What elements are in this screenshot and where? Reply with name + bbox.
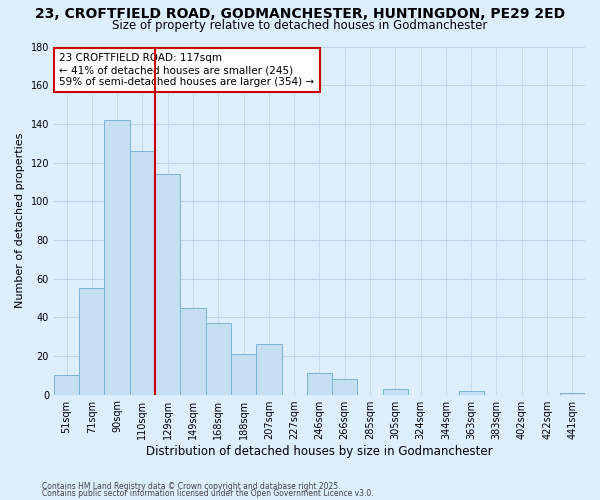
Y-axis label: Number of detached properties: Number of detached properties <box>15 133 25 308</box>
Text: Contains HM Land Registry data © Crown copyright and database right 2025.: Contains HM Land Registry data © Crown c… <box>42 482 341 491</box>
Text: Size of property relative to detached houses in Godmanchester: Size of property relative to detached ho… <box>112 18 488 32</box>
Bar <box>332 379 358 394</box>
Bar <box>231 354 256 395</box>
Bar <box>256 344 281 395</box>
Bar <box>307 374 332 394</box>
Text: 23 CROFTFIELD ROAD: 117sqm
← 41% of detached houses are smaller (245)
59% of sem: 23 CROFTFIELD ROAD: 117sqm ← 41% of deta… <box>59 54 314 86</box>
Bar <box>130 151 155 394</box>
Bar <box>104 120 130 394</box>
Text: Contains public sector information licensed under the Open Government Licence v3: Contains public sector information licen… <box>42 488 374 498</box>
Bar <box>560 392 585 394</box>
X-axis label: Distribution of detached houses by size in Godmanchester: Distribution of detached houses by size … <box>146 444 493 458</box>
Bar <box>54 375 79 394</box>
Bar <box>458 390 484 394</box>
Bar <box>79 288 104 395</box>
Bar <box>383 389 408 394</box>
Bar <box>155 174 181 394</box>
Bar <box>181 308 206 394</box>
Text: 23, CROFTFIELD ROAD, GODMANCHESTER, HUNTINGDON, PE29 2ED: 23, CROFTFIELD ROAD, GODMANCHESTER, HUNT… <box>35 8 565 22</box>
Bar <box>206 323 231 394</box>
